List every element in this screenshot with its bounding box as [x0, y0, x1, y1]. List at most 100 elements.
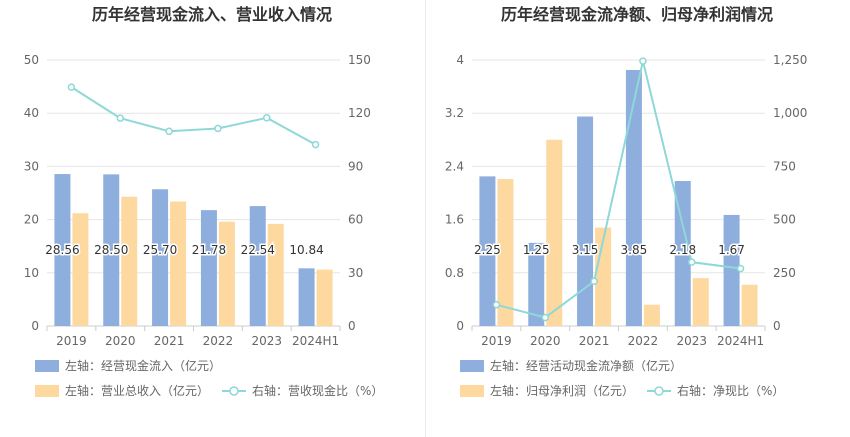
bar-primary — [152, 189, 169, 326]
line-point — [67, 83, 76, 91]
bar-primary — [298, 268, 315, 326]
x-tick-label: 2020 — [530, 334, 561, 348]
x-tick-label: 2023 — [676, 334, 707, 348]
bar-data-label: 2.18 — [669, 243, 696, 257]
legend-label: 左轴：经营活动现金流净额（亿元） — [490, 358, 682, 373]
x-tick-label: 2021 — [579, 334, 610, 348]
y-right-tick-label: 0 — [348, 319, 356, 333]
bar-secondary — [170, 201, 187, 326]
y-left-tick-label: 4 — [456, 53, 464, 67]
legend-swatch-marker — [229, 386, 239, 396]
bar-secondary — [218, 221, 235, 326]
y-left-tick-label: 1.6 — [445, 213, 464, 227]
bar-secondary — [692, 278, 709, 326]
bar-data-label: 2.25 — [474, 243, 501, 257]
chart-net-cashflow-profit: 历年经营现金流净额、归母净利润情况 0 0.8 1.6 2.4 3.2 4 0 250 500 75… — [445, 5, 807, 398]
bar-secondary — [595, 227, 612, 326]
legend-label: 左轴：归母净利润（亿元） — [490, 383, 634, 398]
y-right-tick-label: 120 — [348, 106, 371, 120]
y-left-tick-label: 50 — [24, 53, 39, 67]
y-left-tick-label: 40 — [24, 106, 39, 120]
panel-divider — [425, 0, 426, 437]
y-left-tick-label: 10 — [24, 266, 39, 280]
bar-data-label: 21.78 — [192, 243, 226, 257]
legend-swatch-marker — [654, 386, 664, 396]
legend-label: 左轴：经营现金流入（亿元） — [65, 358, 221, 373]
line-series — [496, 60, 741, 319]
bar-primary — [103, 174, 120, 326]
bar-primary — [577, 116, 594, 327]
y-left-tick-label: 3.2 — [445, 106, 464, 120]
y-left-tick-label: 0.8 — [445, 266, 464, 280]
line-point — [736, 264, 745, 273]
bar-primary — [723, 214, 740, 326]
bar-primary — [249, 206, 266, 326]
y-right-tick-label: 30 — [348, 266, 363, 280]
x-tick-label: 2020 — [105, 334, 136, 348]
x-tick-label: 2021 — [154, 334, 185, 348]
bar-secondary — [316, 269, 333, 326]
y-left-tick-label: 0 — [456, 319, 464, 333]
y-right-tick-label: 150 — [348, 53, 371, 67]
legend-swatch — [460, 385, 484, 397]
line-point — [492, 300, 501, 309]
legend-swatch — [460, 360, 484, 372]
bar-primary — [625, 69, 642, 326]
bar-primary — [674, 181, 691, 326]
bar-data-label: 28.56 — [45, 243, 79, 257]
chart-title: 历年经营现金流入、营业收入情况 — [92, 5, 332, 24]
y-right-tick-label: 1,000 — [773, 106, 807, 120]
bar-data-label: 28.50 — [94, 243, 128, 257]
bar-primary — [200, 210, 217, 326]
line-point — [263, 114, 271, 122]
bar-secondary — [643, 304, 660, 326]
x-tick-label: 2023 — [251, 334, 282, 348]
y-right-tick-label: 60 — [348, 213, 363, 227]
bar-data-label: 25.70 — [143, 243, 177, 257]
bar-primary — [479, 176, 496, 326]
line-point — [639, 57, 647, 65]
line-point — [214, 124, 222, 133]
chart-cash-inflow-revenue: 历年经营现金流入、营业收入情况 0 10 20 30 40 50 0 30 60 90 120 150 2… — [24, 5, 384, 398]
bar-data-label: 10.84 — [289, 243, 323, 257]
y-right-tick-label: 250 — [773, 266, 796, 280]
line-point — [590, 277, 598, 286]
bar-data-label: 1.67 — [718, 243, 745, 257]
line-series — [70, 86, 317, 146]
legend-label: 左轴：营业总收入（亿元） — [65, 383, 209, 398]
bar-primary — [54, 174, 71, 326]
x-tick-label: 2019 — [56, 334, 87, 348]
bar-secondary — [72, 213, 89, 326]
bar-data-label: 1.25 — [523, 243, 550, 257]
y-left-tick-label: 20 — [24, 213, 39, 227]
bar-secondary — [267, 223, 284, 326]
line-point — [541, 313, 549, 322]
bar-primary — [528, 242, 545, 326]
y-right-tick-label: 90 — [348, 159, 363, 173]
y-right-tick-label: 1,250 — [773, 53, 807, 67]
y-right-tick-label: 750 — [773, 159, 796, 173]
x-tick-label: 2019 — [481, 334, 512, 348]
x-tick-label: 2022 — [628, 334, 659, 348]
legend-label: 右轴：净现比（%） — [677, 383, 784, 398]
bar-secondary — [121, 196, 138, 326]
y-right-tick-label: 0 — [773, 319, 781, 333]
bar-secondary — [546, 139, 563, 326]
x-tick-label: 2022 — [203, 334, 234, 348]
bar-secondary — [741, 284, 758, 326]
bar-data-label: 3.15 — [572, 243, 599, 257]
chart-title: 历年经营现金流净额、归母净利润情况 — [501, 5, 773, 24]
line-point — [311, 140, 320, 149]
line-point — [688, 258, 696, 266]
bar-secondary — [497, 179, 514, 326]
y-right-tick-label: 500 — [773, 213, 796, 227]
line-point — [165, 127, 173, 136]
legend-label: 右轴：营收现金比（%） — [252, 383, 383, 398]
bar-data-label: 3.85 — [621, 243, 648, 257]
legend-swatch — [35, 360, 59, 372]
x-tick-label: 2024H1 — [717, 334, 764, 348]
line-point — [116, 114, 124, 122]
y-left-tick-label: 30 — [24, 159, 39, 173]
legend-swatch — [35, 385, 59, 397]
